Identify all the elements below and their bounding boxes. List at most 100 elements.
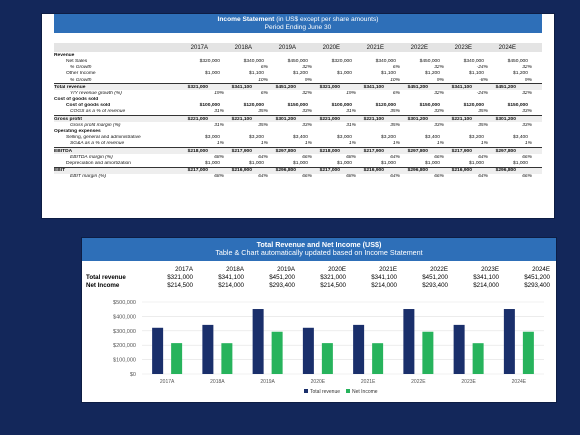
table-cell: 1%: [436, 141, 444, 147]
x-tick-label: 2022E: [411, 379, 426, 385]
table-cell: $221,000: [319, 116, 340, 122]
summary-cell: $293,400: [269, 282, 295, 290]
table-cell: $120,000: [243, 103, 264, 109]
x-tick-label: 2019A: [260, 379, 275, 385]
table-cell: $296,800: [495, 168, 516, 174]
table-cell: 68%: [346, 154, 356, 160]
table-cell: 9%: [436, 77, 444, 83]
table-row: EBIT $217,000 $216,900 $296,800 $217,000 $216…: [54, 166, 542, 174]
table-cell: 33%: [434, 122, 444, 128]
table-cell: $3,000: [337, 135, 352, 141]
row-label: Cost of goods sold: [66, 103, 111, 109]
table-cell: $217,900: [451, 148, 472, 154]
table-cell: 64%: [390, 174, 400, 180]
table-row: % Growth 6% 32% 6% 32% -24% 32%: [54, 65, 542, 71]
summary-cell: $214,000: [473, 282, 499, 290]
summary-row: Total revenue $321,000 $341,100 $451,200 $32…: [82, 274, 556, 282]
table-cell: 64%: [258, 154, 268, 160]
table-cell: 32%: [522, 90, 532, 96]
summary-cell: $214,000: [218, 282, 244, 290]
table-cell: $341,100: [231, 84, 252, 90]
row-label: Other Income: [66, 71, 96, 77]
table-cell: $1,000: [337, 160, 352, 166]
table-cell: 32%: [302, 90, 312, 96]
table-cell: $1,000: [469, 160, 484, 166]
row-label: Gross profit: [54, 116, 82, 122]
table-cell: 32%: [522, 65, 532, 71]
table-cell: 35%: [478, 109, 488, 115]
row-label: COGS as a % of revenue: [70, 109, 126, 115]
summary-year-cell: 2022E: [430, 266, 448, 274]
table-cell: 1%: [392, 141, 400, 147]
table-cell: $320,000: [199, 58, 220, 64]
table-cell: 6%: [392, 90, 400, 96]
table-cell: $216,900: [363, 168, 384, 174]
income-statement-panel: Income Statement (in US$ except per shar…: [42, 14, 554, 218]
bar-net-income: [372, 343, 384, 374]
year-header-cell: 2018A: [234, 44, 252, 51]
table-row: EBIT margin (%) 68% 64% 66% 68% 64% 66% 64% 66%: [54, 174, 542, 180]
table-cell: 64%: [258, 174, 268, 180]
row-label: Revenue: [54, 52, 75, 58]
table-cell: $150,000: [507, 103, 528, 109]
table-cell: 6%: [392, 65, 400, 71]
table-cell: $451,200: [407, 84, 428, 90]
table-cell: $297,800: [495, 148, 516, 154]
table-cell: 66%: [522, 174, 532, 180]
y-tick-label: $200,000: [113, 343, 136, 349]
table-cell: 31%: [214, 122, 224, 128]
bar-total-revenue: [503, 309, 515, 374]
x-tick-label: 2024E: [512, 379, 527, 385]
revenue-income-chart-panel: Total Revenue and Net Income (US$) Table…: [82, 238, 556, 402]
table-cell: $217,000: [319, 168, 340, 174]
table-cell: $450,000: [507, 58, 528, 64]
bar-net-income: [422, 331, 434, 374]
summary-year-cell: 2023E: [481, 266, 499, 274]
bar-net-income: [472, 343, 484, 374]
table-cell: 1%: [260, 141, 268, 147]
summary-year-cell: 2018A: [226, 266, 244, 274]
table-cell: $297,800: [407, 148, 428, 154]
row-label: EBITDA: [54, 148, 73, 154]
bar-total-revenue: [252, 309, 264, 374]
bar-chart: $0 $100,000 $200,000 $300,000 $400,000 $500,0…: [113, 300, 544, 395]
table-cell: $1,000: [205, 160, 220, 166]
table-cell: $450,000: [287, 58, 308, 64]
summary-cell: $321,000: [167, 274, 193, 282]
year-header-cell: 2024E: [498, 44, 516, 51]
summary-row: Net Income $214,500 $214,000 $293,400 $214,5…: [82, 282, 556, 290]
table-cell: 1%: [216, 141, 224, 147]
table-cell: $120,000: [375, 103, 396, 109]
summary-cell: $451,200: [422, 274, 448, 282]
table-cell: 35%: [258, 109, 268, 115]
summary-cell: $321,000: [320, 274, 346, 282]
row-label: Selling, general and administrative: [66, 135, 141, 141]
table-cell: $296,800: [275, 168, 296, 174]
row-label: % Growth: [70, 77, 92, 83]
table-cell: 68%: [214, 174, 224, 180]
table-cell: $1,000: [337, 71, 352, 77]
x-tick-label: 2021E: [361, 379, 376, 385]
table-cell: 66%: [434, 174, 444, 180]
table-row: Gross profit margin (%) 31% 35% 33% 31% 35% 33…: [54, 122, 542, 128]
row-label: Operating expenses: [54, 129, 101, 134]
table-cell: 31%: [346, 122, 356, 128]
summary-cell: $451,200: [524, 274, 550, 282]
chart-banner: Total Revenue and Net Income (US$) Table…: [82, 238, 556, 261]
row-label: Net Sales: [66, 58, 88, 64]
table-cell: 10%: [390, 77, 400, 83]
table-cell: 68%: [346, 174, 356, 180]
table-cell: $301,200: [495, 116, 516, 122]
table-cell: 32%: [434, 90, 444, 96]
summary-cell: $451,200: [269, 274, 295, 282]
table-cell: $3,400: [513, 135, 528, 141]
chart-subtitle: Table & Chart automatically updated base…: [215, 248, 423, 258]
table-cell: $340,000: [243, 58, 264, 64]
table-cell: $221,100: [231, 116, 252, 122]
y-tick-label: $300,000: [113, 329, 136, 335]
table-cell: $221,100: [363, 116, 384, 122]
table-cell: $1,200: [513, 71, 528, 77]
bar-net-income: [221, 343, 233, 374]
bar-total-revenue: [202, 324, 214, 374]
table-cell: $1,100: [249, 71, 264, 77]
